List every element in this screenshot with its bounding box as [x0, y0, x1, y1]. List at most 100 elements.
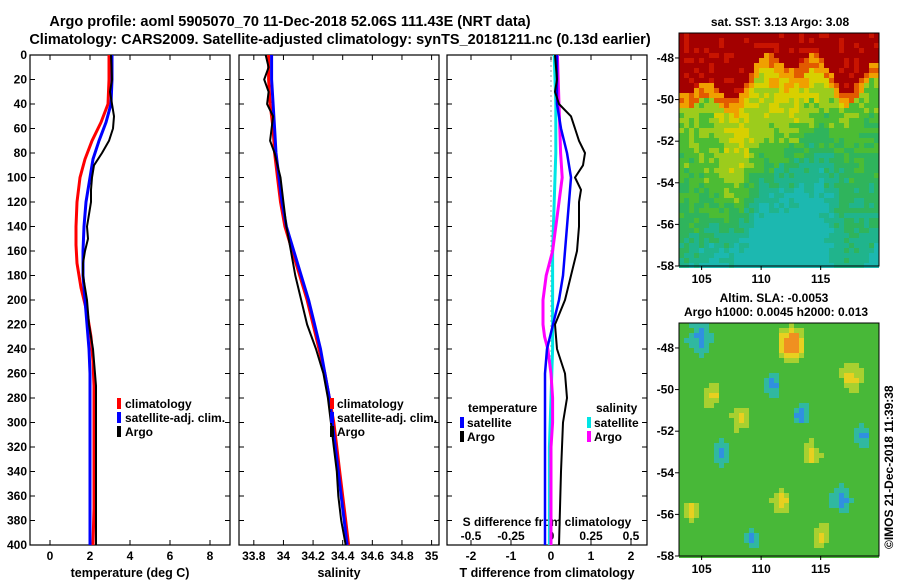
sst-cell	[729, 188, 734, 193]
sst-cell	[859, 218, 864, 223]
sst-cell	[684, 33, 689, 38]
sla-cell	[709, 378, 714, 383]
sla-cell	[814, 388, 819, 393]
sla-cell	[769, 408, 774, 413]
sla-cell	[699, 523, 704, 528]
sst-cell	[754, 103, 759, 108]
sst-cell	[774, 148, 779, 153]
sla-cell	[709, 498, 714, 503]
sst-cell	[794, 258, 799, 263]
sst-cell	[824, 198, 829, 203]
sst-cell	[764, 83, 769, 88]
sla-cell	[709, 463, 714, 468]
sst-cell	[719, 188, 724, 193]
sla-cell	[744, 518, 749, 523]
sst-cell	[779, 203, 784, 208]
sst-cell	[804, 148, 809, 153]
sla-cell	[684, 508, 689, 513]
sla-cell	[709, 388, 714, 393]
sst-cell	[679, 68, 684, 73]
sst-cell	[699, 168, 704, 173]
sla-cell	[699, 423, 704, 428]
sst-cell	[709, 148, 714, 153]
sst-cell	[734, 188, 739, 193]
sst-cell	[724, 253, 729, 258]
sla-cell	[809, 353, 814, 358]
sla-cell	[724, 343, 729, 348]
sst-cell	[689, 78, 694, 83]
sst-cell	[804, 123, 809, 128]
sla-cell	[824, 423, 829, 428]
sst-cell	[764, 193, 769, 198]
sst-cell	[724, 258, 729, 263]
sst-cell	[689, 38, 694, 43]
sst-cell	[794, 233, 799, 238]
sla-cell	[704, 513, 709, 518]
sla-cell	[739, 518, 744, 523]
sst-cell	[794, 98, 799, 103]
sst-cell	[759, 208, 764, 213]
sst-cell	[709, 248, 714, 253]
sst-cell	[739, 33, 744, 38]
sla-cell	[859, 473, 864, 478]
sla-cell	[829, 383, 834, 388]
sst-cell	[684, 43, 689, 48]
sla-cell	[709, 398, 714, 403]
sst-cell	[859, 78, 864, 83]
sla-cell	[749, 393, 754, 398]
sst-cell	[759, 253, 764, 258]
sst-cell	[794, 203, 799, 208]
sla-cell	[704, 438, 709, 443]
sla-cell	[839, 403, 844, 408]
sst-cell	[794, 108, 799, 113]
sst-cell	[789, 48, 794, 53]
sst-cell	[799, 243, 804, 248]
sla-cell	[729, 523, 734, 528]
sst-cell	[859, 53, 864, 58]
sla-cell	[859, 463, 864, 468]
sst-cell	[789, 38, 794, 43]
sla-cell	[799, 468, 804, 473]
sla-cell	[874, 353, 879, 358]
sst-cell	[714, 248, 719, 253]
sst-cell	[744, 203, 749, 208]
sst-cell	[829, 173, 834, 178]
sla-cell	[709, 538, 714, 543]
sla-cell	[824, 548, 829, 553]
sla-cell	[684, 338, 689, 343]
sst-cell	[864, 168, 869, 173]
sla-cell	[779, 418, 784, 423]
sla-cell	[849, 328, 854, 333]
sst-cell	[714, 78, 719, 83]
sst-cell	[749, 133, 754, 138]
sst-cell	[789, 208, 794, 213]
sst-cell	[759, 83, 764, 88]
sla-cell	[839, 488, 844, 493]
sla-cell	[724, 548, 729, 553]
sla-cell	[799, 458, 804, 463]
sst-cell	[769, 163, 774, 168]
sst-cell	[764, 248, 769, 253]
sst-cell	[839, 128, 844, 133]
sst-cell	[744, 233, 749, 238]
sla-cell	[839, 493, 844, 498]
sst-cell	[809, 188, 814, 193]
sst-cell	[844, 78, 849, 83]
sst-cell	[874, 118, 879, 123]
sla-cell	[839, 498, 844, 503]
sla-cell	[799, 368, 804, 373]
sst-cell	[864, 143, 869, 148]
sla-cell	[839, 373, 844, 378]
sst-cell	[769, 223, 774, 228]
sst-cell	[679, 128, 684, 133]
sst-cell	[839, 33, 844, 38]
sst-cell	[764, 78, 769, 83]
sst-cell	[769, 43, 774, 48]
sla-cell	[774, 513, 779, 518]
sla-cell	[689, 443, 694, 448]
s-tick-label: -0.25	[497, 529, 525, 543]
sst-cell	[844, 118, 849, 123]
sst-cell	[759, 143, 764, 148]
panel-temperature: 0 2 4 6 802040608010012014016018020022024026…	[7, 48, 231, 580]
sla-cell	[779, 433, 784, 438]
